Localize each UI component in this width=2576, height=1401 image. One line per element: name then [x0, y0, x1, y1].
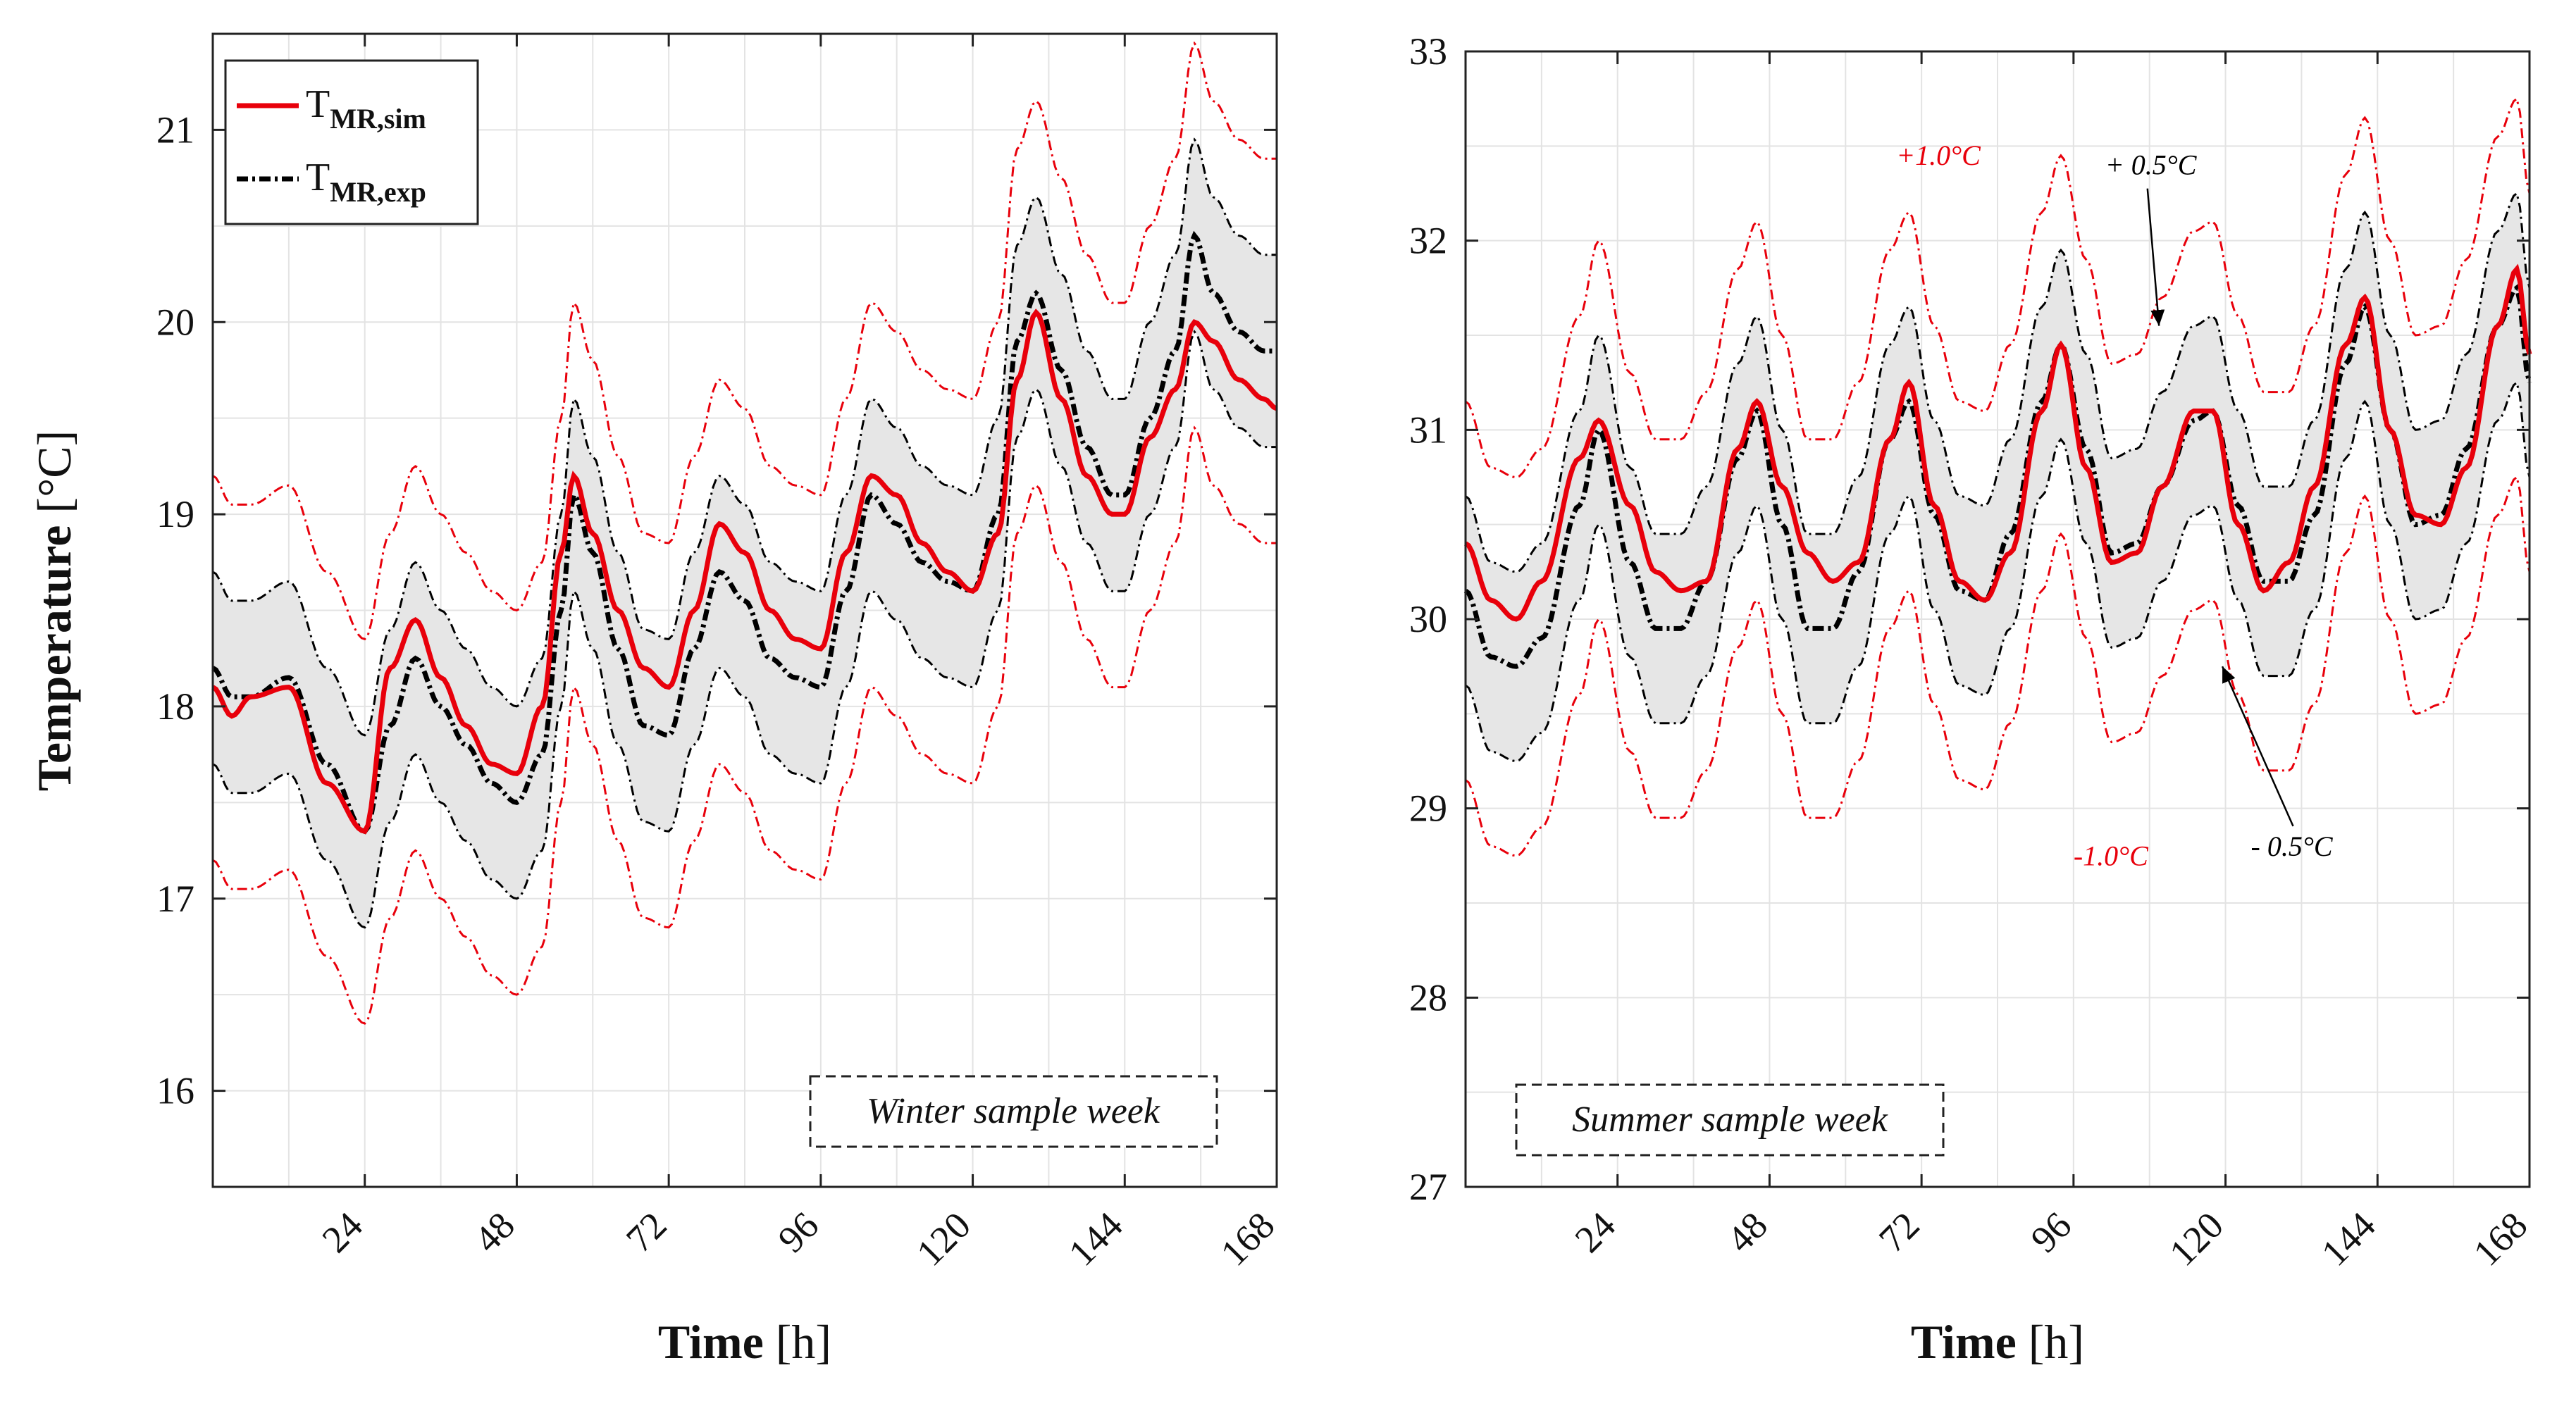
upper-inner-bound-line: [212, 137, 1277, 737]
summer-series: [1463, 96, 2532, 857]
legend-box: [224, 59, 479, 225]
series-line-sim: [1464, 263, 2532, 622]
x-tick-label: 72: [618, 1204, 675, 1261]
winter-sample-week-label: Winter sample week: [867, 1091, 1160, 1131]
summer-panel: 24 48 72 96 120 144 168 27 28 29 30 31 32 33 +1.0°C -1…: [1409, 30, 2535, 1369]
annotation-label: - 0.5°C: [2251, 830, 2334, 862]
y-tick-label: 18: [156, 685, 194, 728]
winter-x-axis-label: Time [h]: [658, 1315, 831, 1369]
y-axis-label: Temperature [°C]: [27, 430, 81, 792]
legend-sim-label: TMR,sim: [306, 82, 426, 135]
x-tick-label: 144: [2313, 1204, 2384, 1274]
legend: TMR,sim TMR,exp: [224, 59, 479, 225]
annotation-label: +1.0°C: [1896, 139, 1981, 171]
y-tick-label: 16: [156, 1070, 194, 1112]
x-tick-label: 168: [1213, 1204, 1283, 1274]
annotation-arrow: [2146, 188, 2165, 326]
x-tick-label: 120: [908, 1204, 979, 1274]
winter-series: [211, 41, 1278, 1025]
y-tick-label: 17: [156, 878, 194, 920]
x-tick-label: 48: [466, 1204, 523, 1261]
x-tick-label: 96: [770, 1204, 827, 1261]
x-tick-label: 24: [1567, 1204, 1624, 1261]
upper-outer-bound-line: [212, 41, 1277, 641]
winter-panel: 24 48 72 96 120 144 168 16 17 18 19 20 21 Winter sam…: [27, 32, 1283, 1369]
series-line-sim: [211, 309, 1278, 835]
x-tick-label: 96: [2023, 1204, 2080, 1261]
x-tick-label: 48: [1719, 1204, 1776, 1261]
upper-outer-bound-line: [1465, 96, 2531, 479]
y-tick-label: 28: [1409, 976, 1447, 1019]
x-tick-label: 24: [314, 1204, 371, 1261]
summer-x-axis-label: Time [h]: [1911, 1315, 2084, 1369]
y-tick-label: 19: [156, 493, 194, 535]
winter-uncertainty-band: [213, 139, 1277, 928]
legend-exp-label: TMR,exp: [306, 156, 426, 208]
upper-inner-bound-line: [1465, 191, 2531, 573]
y-tick-label: 31: [1409, 409, 1447, 451]
lower-inner-bound-line: [212, 329, 1277, 929]
summer-sample-week-box: Summer sample week: [1515, 1083, 1945, 1157]
annotation-label: + 0.5°C: [2105, 149, 2198, 181]
annotation-label: -1.0°C: [2074, 840, 2149, 871]
annotation-arrow: [2221, 666, 2294, 827]
y-tick-label: 33: [1409, 30, 1447, 73]
y-tick-label: 32: [1409, 220, 1447, 262]
lower-outer-bound-line: [212, 425, 1277, 1025]
uncertainty-band-fill: [1466, 193, 2529, 761]
lower-outer-bound-line: [1465, 475, 2531, 857]
winter-axes-frame: [211, 32, 1278, 1188]
y-tick-label: 30: [1409, 598, 1447, 640]
summer-annotations: +1.0°C -1.0°C + 0.5°C - 0.5°C: [1896, 139, 2334, 871]
lower-inner-bound-line: [1465, 380, 2531, 763]
uncertainty-band-fill: [213, 139, 1277, 928]
x-tick-label: 120: [2161, 1204, 2231, 1274]
x-tick-label: 144: [1060, 1204, 1131, 1274]
series-line-exp: [211, 230, 1277, 835]
x-tick-label: 168: [2465, 1204, 2536, 1274]
y-tick-label: 29: [1409, 787, 1447, 830]
y-tick-label: 21: [156, 108, 194, 151]
summer-sample-week-label: Summer sample week: [1572, 1100, 1888, 1140]
x-tick-label: 72: [1871, 1204, 1928, 1261]
summer-uncertainty-band: [1466, 193, 2529, 761]
y-tick-label: 27: [1409, 1166, 1447, 1208]
y-tick-label: 20: [156, 301, 194, 343]
series-line-exp: [1463, 283, 2532, 669]
winter-sample-week-box: Winter sample week: [809, 1075, 1218, 1148]
